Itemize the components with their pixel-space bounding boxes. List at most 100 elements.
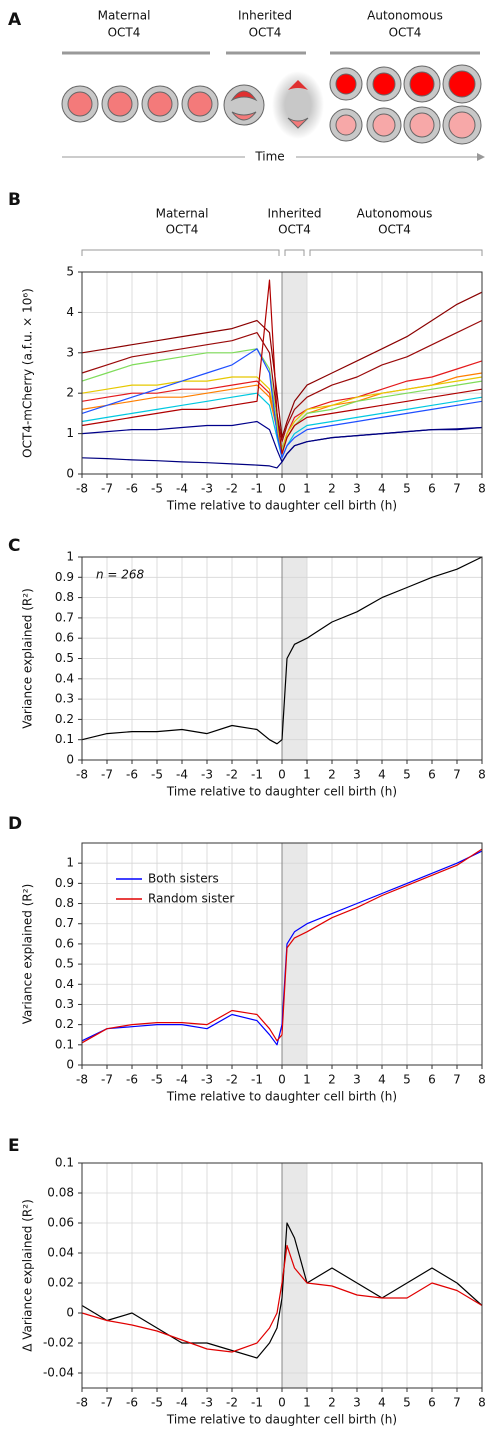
phase-label: Maternal: [98, 9, 151, 23]
x-tick-label: -7: [101, 768, 113, 782]
x-tick-label: 0: [278, 1396, 286, 1410]
x-tick-label: -4: [176, 768, 188, 782]
y-tick-label: 0.6: [55, 936, 74, 950]
y-tick-label: 0.5: [55, 651, 74, 665]
y-tick-label: 0.1: [55, 1156, 74, 1170]
data-line: [81, 426, 483, 469]
x-tick-label: 1: [303, 482, 311, 496]
maternal-cells: [61, 85, 219, 123]
y-tick-label: 0.02: [47, 1276, 74, 1290]
x-tick-label: 3: [353, 482, 361, 496]
x-tick-label: 4: [378, 482, 386, 496]
x-tick-label: -6: [126, 768, 138, 782]
x-tick-label: -7: [101, 482, 113, 496]
x-tick-label: 6: [428, 1073, 436, 1087]
x-tick-label: 5: [403, 482, 411, 496]
y-tick-label: 3: [66, 345, 74, 359]
x-tick-label: 1: [303, 1396, 311, 1410]
x-tick-label: 4: [378, 1396, 386, 1410]
x-tick-label: 4: [378, 1073, 386, 1087]
x-tick-label: -2: [226, 768, 238, 782]
x-tick-label: 8: [478, 482, 486, 496]
y-tick-label: 0.4: [55, 977, 74, 991]
x-tick-label: 7: [453, 482, 461, 496]
x-tick-label: -5: [151, 1396, 163, 1410]
y-tick-label: 0: [66, 1306, 74, 1320]
panel-letter: B: [8, 190, 21, 210]
x-tick-label: 6: [428, 1396, 436, 1410]
x-tick-label: -8: [76, 482, 88, 496]
y-tick-label: 0: [66, 1058, 74, 1072]
y-tick-label: 1: [66, 856, 74, 870]
x-tick-label: 1: [303, 768, 311, 782]
panel-a: Maternal OCT4 Inherited OCT4 Autonomous …: [61, 9, 485, 164]
x-tick-label: -3: [201, 1396, 213, 1410]
dividing-cells: [223, 71, 324, 139]
y-axis-label: OCT4-mCherry (a.f.u. × 10⁶): [21, 288, 35, 458]
x-tick-label: 0: [278, 768, 286, 782]
x-tick-label: 8: [478, 1396, 486, 1410]
data-line: [81, 848, 483, 1044]
y-tick-label: 2: [66, 386, 74, 400]
phase-label: OCT4: [166, 223, 199, 237]
phase-bracket: [81, 249, 280, 256]
x-tick-label: -8: [76, 1073, 88, 1087]
phase-label: Inherited: [267, 207, 321, 221]
y-axis-label: Δ Variance explained (R²): [21, 1199, 35, 1352]
phase-bracket: [284, 249, 305, 256]
y-tick-label: 0.9: [55, 876, 74, 890]
chromatin: [230, 90, 258, 102]
plot-frame: [81, 271, 483, 475]
y-axis-label: Variance explained (R²): [21, 588, 35, 729]
data-line: [81, 291, 483, 439]
shaded-span: [282, 1163, 307, 1388]
chromatin: [231, 111, 257, 121]
x-tick-label: -2: [226, 1396, 238, 1410]
panel-letter: A: [8, 10, 22, 30]
x-tick-label: -5: [151, 1073, 163, 1087]
y-tick-label: 0.3: [55, 692, 74, 706]
chromatin: [287, 117, 309, 129]
x-tick-label: 5: [403, 1396, 411, 1410]
x-tick-label: -6: [126, 1396, 138, 1410]
annotation: n = 268: [96, 568, 145, 582]
y-tick-label: -0.04: [43, 1366, 74, 1380]
y-tick-label: 0.3: [55, 997, 74, 1011]
x-tick-label: 7: [453, 1073, 461, 1087]
x-tick-label: -3: [201, 768, 213, 782]
panel-letter: D: [8, 814, 22, 834]
phase-label: Inherited: [238, 9, 292, 23]
x-tick-label: 4: [378, 768, 386, 782]
phase-label: Autonomous: [367, 9, 443, 23]
phase-label: OCT4: [108, 26, 141, 40]
panel-letter: C: [8, 536, 20, 556]
cell: [272, 71, 324, 139]
x-tick-label: 1: [303, 1073, 311, 1087]
y-tick-label: 5: [66, 265, 74, 279]
y-tick-label: 0.7: [55, 916, 74, 930]
y-tick-label: 0: [66, 753, 74, 767]
x-tick-label: -5: [151, 768, 163, 782]
x-tick-label: -3: [201, 1073, 213, 1087]
plot-frame: [81, 842, 483, 1066]
legend-label: Both sisters: [148, 872, 219, 886]
phase-label: OCT4: [389, 26, 422, 40]
y-tick-label: 0.8: [55, 896, 74, 910]
plot-frame: [81, 1162, 483, 1389]
y-tick-label: 0.8: [55, 590, 74, 604]
x-axis-label: Time relative to daughter cell birth (h): [166, 785, 397, 799]
autonomous-cells: [329, 64, 482, 145]
x-tick-label: 7: [453, 1396, 461, 1410]
y-tick-label: 0.4: [55, 671, 74, 685]
chromatin: [288, 80, 308, 90]
x-tick-label: 2: [328, 1396, 336, 1410]
y-tick-label: 0.1: [55, 1037, 74, 1051]
phase-label: OCT4: [378, 223, 411, 237]
data-line: [81, 319, 483, 443]
x-tick-label: -6: [126, 1073, 138, 1087]
y-tick-label: 1: [66, 426, 74, 440]
y-tick-label: 0.06: [47, 1216, 74, 1230]
phase-label: Maternal: [156, 207, 209, 221]
x-tick-label: -1: [251, 1073, 263, 1087]
